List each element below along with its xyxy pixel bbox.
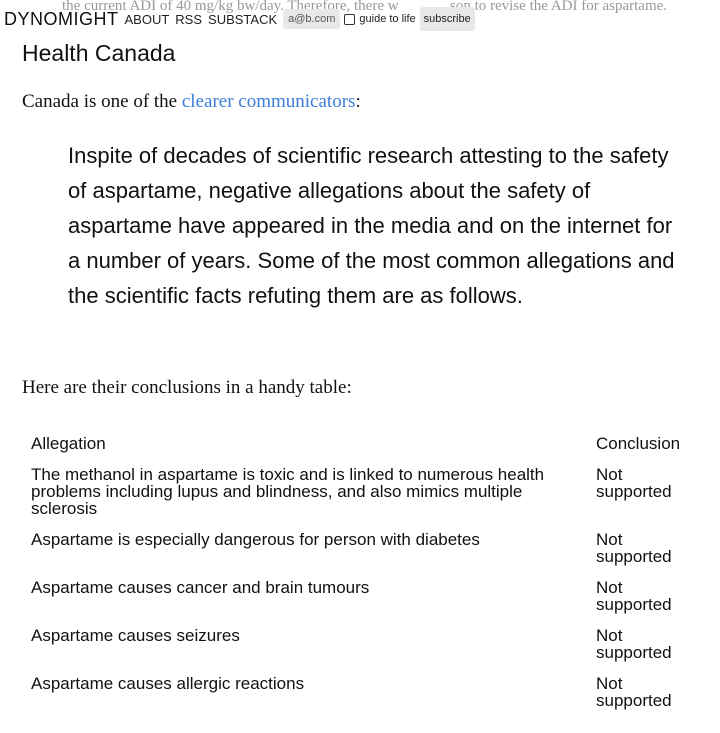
allegation-cell: Aspartame is especially dangerous for pe… [31, 530, 480, 549]
table-row: Aspartame causes allergic reactions Not s… [22, 671, 695, 719]
table-intro: Here are their conclusions in a handy ta… [22, 377, 352, 398]
column-header: Conclusion [596, 434, 681, 453]
intro-text: Canada is one of the [22, 91, 182, 112]
quote: Inspite of decades of scientific researc… [68, 143, 675, 308]
checkbox-label[interactable]: guide to life [359, 13, 416, 25]
nav-link[interactable]: RSS [175, 11, 203, 27]
intro: Canada is one of the clearer communicato… [22, 91, 361, 113]
intro-text: : [355, 91, 361, 112]
table-row: Aspartame causes cancer and brain tumour… [22, 575, 695, 623]
allegation-cell: The methanol in aspartame is toxic and i… [31, 465, 545, 518]
email-input[interactable]: a@b.com [283, 9, 341, 29]
header-row: Allegation Conclusion [22, 430, 695, 462]
allegation-cell: Aspartame causes cancer and brain tumour… [31, 578, 370, 597]
conclusion-cell: Not supported [596, 674, 672, 710]
allegation-cell: Aspartame causes allergic reactions [31, 674, 305, 693]
nav-link[interactable]: ABOUT [124, 11, 170, 27]
heading: Health Canada [22, 40, 176, 66]
conclusion-cell: Not supported [596, 530, 672, 566]
subscribe-button[interactable]: subscribe [419, 7, 475, 31]
conclusion-cell: Not supported [596, 578, 672, 614]
allegation-cell: Aspartame causes seizures [31, 626, 240, 645]
column-header: Allegation [31, 434, 106, 453]
conclusion-cell: Not supported [596, 626, 672, 662]
brand[interactable]: DYNOMIGHT [4, 8, 119, 29]
conclusion-cell: Not supported [596, 465, 672, 501]
table-row: Aspartame causes seizures Not supported [22, 623, 695, 671]
nav-link[interactable]: SUBSTACK [208, 11, 278, 27]
table-row: The methanol in aspartame is toxic and i… [22, 462, 695, 527]
table-row: Aspartame is especially dangerous for pe… [22, 527, 695, 575]
checkbox[interactable] [344, 13, 356, 25]
background-text: son to revise the ADI for aspartame. [450, 0, 668, 14]
link[interactable]: clearer communicators [181, 91, 356, 112]
header: DYNOMIGHT ABOUT RSS SUBSTACK a@b.com gui… [4, 7, 475, 31]
table: Allegation Conclusion The methanol in as… [22, 430, 695, 719]
